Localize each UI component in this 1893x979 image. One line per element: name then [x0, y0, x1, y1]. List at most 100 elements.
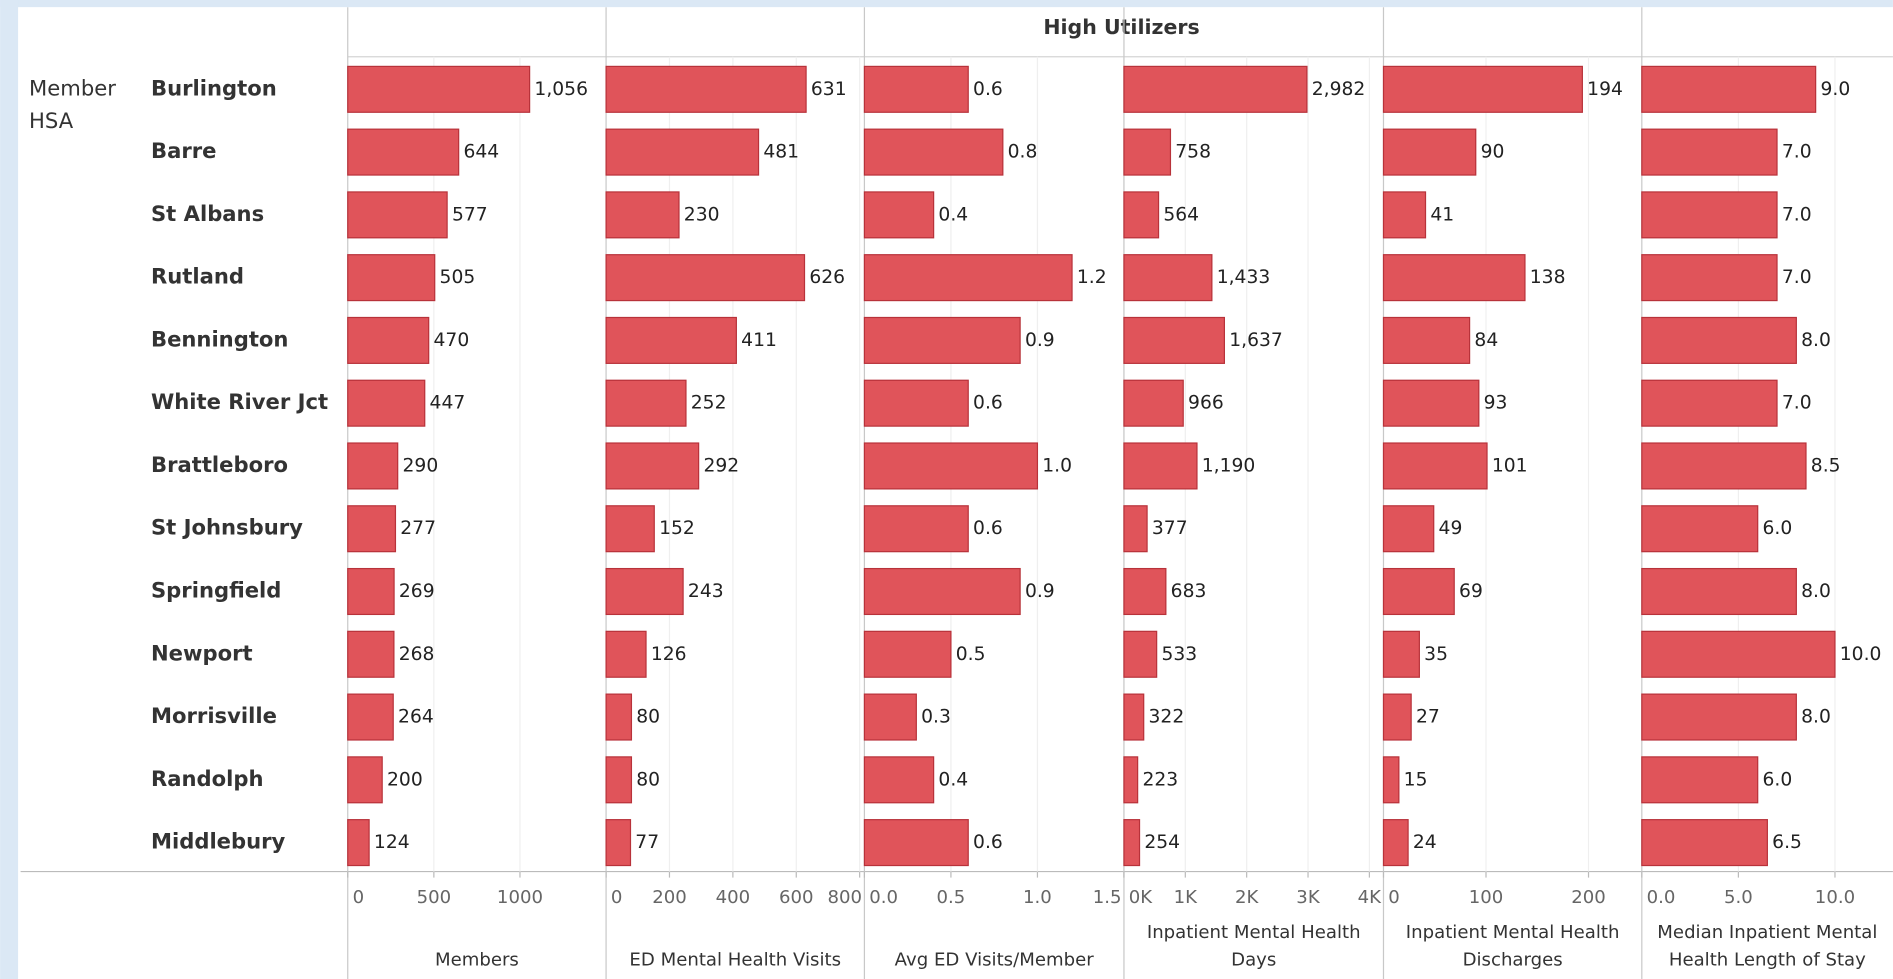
bar: [1641, 254, 1778, 302]
value-label: 223: [1142, 769, 1178, 790]
bar: [1123, 254, 1213, 302]
value-label: 1,433: [1217, 267, 1271, 288]
value-label: 69: [1459, 581, 1483, 602]
value-label: 7.0: [1782, 267, 1812, 288]
value-label: 0.8: [1008, 142, 1038, 163]
bar: [1123, 756, 1139, 804]
value-label: 631: [811, 79, 847, 100]
bar: [605, 630, 647, 678]
bar: [863, 819, 969, 867]
bar: [1123, 819, 1141, 867]
value-label: 8.0: [1801, 330, 1831, 351]
bar: [347, 756, 383, 804]
value-label: 7.0: [1782, 142, 1812, 163]
bar: [605, 254, 806, 302]
bar: [1641, 567, 1797, 616]
value-label: 277: [400, 518, 436, 539]
x-tick-label: 1K: [1174, 887, 1199, 908]
x-tick-label: 0K: [1129, 887, 1154, 908]
category-label: Bennington: [151, 326, 288, 351]
value-label: 126: [651, 644, 687, 665]
bar: [1382, 379, 1480, 427]
bar: [605, 567, 684, 616]
axis-title: Inpatient Mental Health Days: [1146, 921, 1361, 971]
axis-title: Median Inpatient Mental Health Length of…: [1657, 921, 1878, 971]
value-label: 577: [452, 204, 488, 225]
bar: [605, 756, 633, 804]
header-title: High Utilizers: [1043, 15, 1199, 39]
value-label: 0.6: [973, 832, 1003, 853]
bar: [863, 379, 969, 427]
bar: [605, 316, 737, 364]
value-label: 8.5: [1811, 455, 1841, 476]
bar: [347, 693, 394, 741]
bar: [1641, 693, 1797, 741]
bar: [1123, 442, 1198, 490]
bar: [347, 191, 448, 239]
value-label: 77: [635, 832, 659, 853]
value-label: 230: [684, 204, 720, 225]
value-label: 0.9: [1025, 330, 1055, 351]
category-label: Rutland: [151, 264, 244, 289]
value-label: 93: [1484, 393, 1508, 414]
value-label: 15: [1404, 769, 1428, 790]
value-label: 290: [403, 455, 439, 476]
category-label: Newport: [151, 640, 253, 665]
bar: [863, 756, 935, 804]
value-label: 0.6: [973, 518, 1003, 539]
x-tick-label: 200: [652, 887, 687, 908]
value-label: 1,190: [1202, 455, 1256, 476]
value-label: 0.6: [973, 393, 1003, 414]
bar: [605, 191, 680, 239]
bar: [863, 316, 1021, 364]
bar: [863, 128, 1004, 176]
value-label: 1,637: [1229, 330, 1283, 351]
category-label: Middlebury: [151, 829, 286, 854]
x-tick-label: 1.0: [1023, 887, 1052, 908]
value-label: 533: [1161, 644, 1197, 665]
value-label: 8.0: [1801, 707, 1831, 728]
value-label: 505: [440, 267, 476, 288]
value-label: 966: [1188, 393, 1224, 414]
category-label: St Johnsbury: [151, 515, 303, 540]
bar: [1123, 65, 1308, 113]
value-label: 322: [1149, 707, 1185, 728]
bar: [863, 254, 1073, 302]
bar: [1641, 819, 1768, 867]
bar: [347, 379, 426, 427]
x-tick-label: 0: [353, 887, 365, 908]
row-label: Member HSA: [29, 75, 116, 133]
value-label: 35: [1424, 644, 1448, 665]
axis-title-box: Inpatient Mental Health Discharges: [1406, 921, 1620, 970]
value-label: 80: [636, 707, 660, 728]
value-label: 1,056: [534, 79, 588, 100]
x-tick-label: 10.0: [1815, 887, 1855, 908]
value-label: 564: [1163, 204, 1199, 225]
axis-title-box: Median Inpatient Mental Health Length of…: [1657, 921, 1878, 971]
bar: [1382, 693, 1412, 741]
bar: [1382, 442, 1488, 490]
value-label: 6.0: [1763, 769, 1793, 790]
value-label: 481: [763, 142, 799, 163]
value-label: 80: [636, 769, 660, 790]
value-label: 243: [688, 581, 724, 602]
x-tick-label: 4K: [1358, 887, 1383, 908]
row-label-line: Member: [29, 75, 116, 100]
x-tick-label: 0.0: [1647, 887, 1676, 908]
x-tick-label: 200: [1571, 887, 1606, 908]
bar: [1382, 630, 1420, 678]
value-label: 0.4: [938, 769, 968, 790]
bar: [1382, 505, 1435, 553]
x-tick-label: 800: [827, 887, 862, 908]
x-tick-label: 100: [1469, 887, 1504, 908]
value-label: 49: [1439, 518, 1463, 539]
value-label: 411: [741, 330, 777, 351]
bar: [1382, 567, 1455, 616]
bar: [1641, 128, 1778, 176]
axis-title-box: Members: [435, 949, 519, 971]
value-label: 758: [1175, 142, 1211, 163]
bar: [1123, 567, 1167, 616]
axis-title-box: Inpatient Mental Health Days: [1146, 921, 1361, 971]
bar: [1382, 316, 1471, 364]
bar: [1123, 316, 1225, 364]
